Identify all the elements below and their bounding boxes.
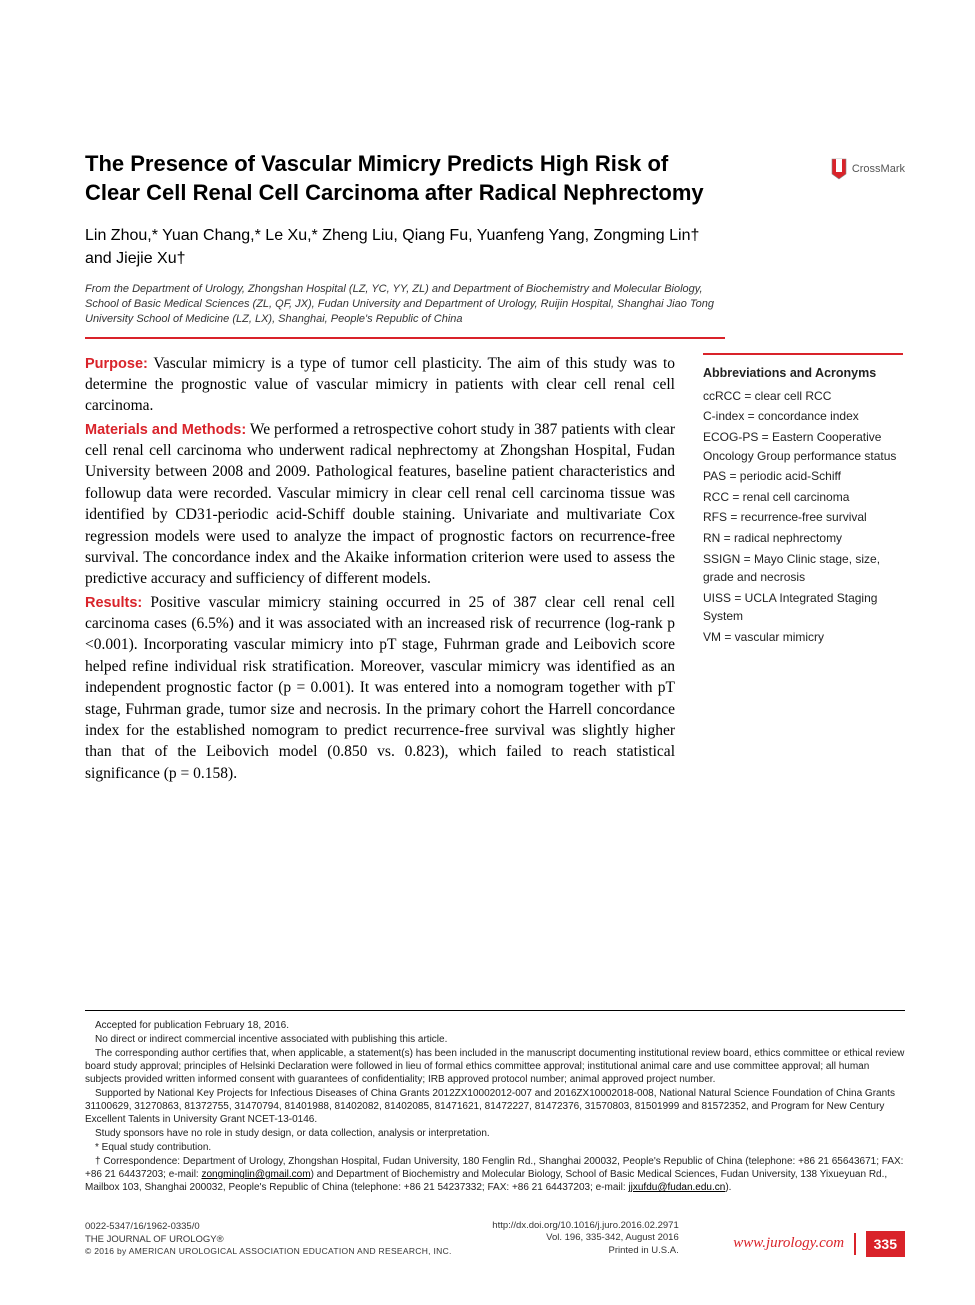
abbrev-item: RFS = recurrence-free survival — [703, 508, 903, 527]
corr-suffix: ). — [725, 1182, 731, 1193]
footer-printed: Printed in U.S.A. — [492, 1245, 678, 1257]
footer-doi: http://dx.doi.org/10.1016/j.juro.2016.02… — [492, 1220, 678, 1232]
footer-vol: Vol. 196, 335-342, August 2016 — [492, 1232, 678, 1244]
footnotes-block: Accepted for publication February 18, 20… — [85, 1010, 905, 1195]
footer-left: 0022-5347/16/1962-0335/0 THE JOURNAL OF … — [85, 1221, 452, 1257]
affiliation-text: From the Department of Urology, Zhongsha… — [85, 282, 725, 327]
footnote-line: The corresponding author certifies that,… — [85, 1047, 905, 1086]
page-footer: 0022-5347/16/1962-0335/0 THE JOURNAL OF … — [85, 1220, 905, 1257]
footer-center: http://dx.doi.org/10.1016/j.juro.2016.02… — [492, 1220, 678, 1257]
footer-right: www.jurology.com 335 — [733, 1231, 905, 1257]
page-number: 335 — [866, 1231, 905, 1257]
results-text: Positive vascular mimicry staining occur… — [85, 594, 675, 782]
footnote-line: Supported by National Key Projects for I… — [85, 1087, 905, 1126]
footer-issn: 0022-5347/16/1962-0335/0 — [85, 1221, 452, 1233]
footnote-line: Accepted for publication February 18, 20… — [85, 1019, 905, 1032]
crossmark-label: CrossMark — [852, 163, 905, 175]
abbrev-item: RCC = renal cell carcinoma — [703, 488, 903, 507]
author-list: Lin Zhou,* Yuan Chang,* Le Xu,* Zheng Li… — [85, 225, 725, 270]
footnote-line: No direct or indirect commercial incenti… — [85, 1033, 905, 1046]
corr-email-link[interactable]: jjxufdu@fudan.edu.cn — [628, 1182, 725, 1193]
abstract-body: Purpose: Vascular mimicry is a type of t… — [85, 353, 675, 787]
section-divider — [85, 337, 725, 339]
article-title: The Presence of Vascular Mimicry Predict… — [85, 150, 705, 207]
results-label: Results: — [85, 595, 142, 611]
abstract-purpose: Purpose: Vascular mimicry is a type of t… — [85, 353, 675, 417]
purpose-text: Vascular mimicry is a type of tumor cell… — [85, 355, 675, 415]
methods-text: We performed a retrospective cohort stud… — [85, 421, 675, 588]
abbrev-item: UISS = UCLA Integrated Staging System — [703, 589, 903, 626]
abbrev-item: SSIGN = Mayo Clinic stage, size, grade a… — [703, 550, 903, 587]
abbrev-item: VM = vascular mimicry — [703, 628, 903, 647]
abstract-results: Results: Positive vascular mimicry stain… — [85, 592, 675, 784]
abbrev-item: ECOG-PS = Eastern Cooperative Oncology G… — [703, 428, 903, 465]
footer-journal: THE JOURNAL OF UROLOGY® — [85, 1234, 452, 1246]
footer-divider — [854, 1233, 856, 1255]
abstract-methods: Materials and Methods: We performed a re… — [85, 419, 675, 590]
journal-site-link[interactable]: www.jurology.com — [733, 1234, 844, 1254]
footnote-line: Study sponsors have no role in study des… — [85, 1127, 905, 1140]
footer-copyright: © 2016 by AMERICAN UROLOGICAL ASSOCIATIO… — [85, 1246, 452, 1257]
methods-label: Materials and Methods: — [85, 422, 246, 438]
abbrev-item: RN = radical nephrectomy — [703, 529, 903, 548]
corr-email-link[interactable]: zongminglin@gmail.com — [201, 1169, 310, 1180]
abbrev-item: PAS = periodic acid-Schiff — [703, 467, 903, 486]
crossmark-icon — [830, 158, 848, 180]
abbreviations-sidebar: Abbreviations and Acronyms ccRCC = clear… — [703, 353, 903, 649]
abbrev-item: ccRCC = clear cell RCC — [703, 387, 903, 406]
sidebar-title: Abbreviations and Acronyms — [703, 365, 903, 381]
footnote-correspondence: † Correspondence: Department of Urology,… — [85, 1155, 905, 1194]
abbrev-item: C-index = concordance index — [703, 407, 903, 426]
footnote-line: * Equal study contribution. — [85, 1141, 905, 1154]
crossmark-badge[interactable]: CrossMark — [830, 158, 905, 180]
purpose-label: Purpose: — [85, 356, 148, 372]
